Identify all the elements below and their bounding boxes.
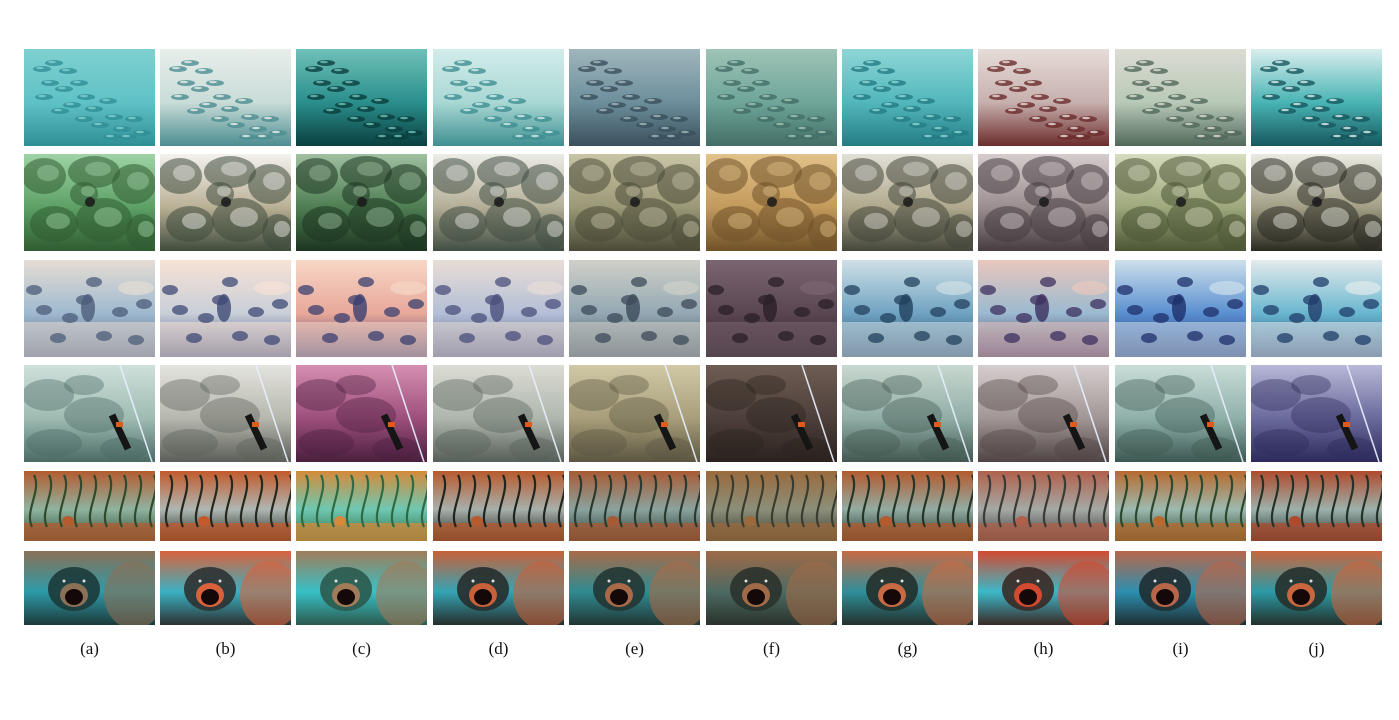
image-diver-col-5 — [569, 260, 700, 357]
column-label: (e) — [625, 639, 644, 658]
image-kelp-col-5 — [569, 471, 700, 541]
image-kelp-col-6 — [706, 471, 837, 541]
image-grouper-col-1 — [24, 551, 155, 625]
image-kelp-col-3 — [296, 471, 427, 541]
column-label: (b) — [215, 639, 236, 658]
image-diver-col-2 — [160, 260, 291, 357]
image-grouper-col-6 — [706, 551, 837, 625]
column-label: (g) — [897, 639, 918, 658]
image-spearfish-col-10 — [1251, 365, 1382, 462]
image-fish-school-col-9 — [1115, 49, 1246, 146]
column-label: (a) — [80, 639, 99, 658]
image-diver-col-9 — [1115, 260, 1246, 357]
image-kelp-col-10 — [1251, 471, 1382, 541]
image-fish-school-col-5 — [569, 49, 700, 146]
image-spearfish-col-4 — [433, 365, 564, 462]
image-diver-col-1 — [24, 260, 155, 357]
image-fish-school-col-6 — [706, 49, 837, 146]
image-spearfish-col-5 — [569, 365, 700, 462]
image-fish-school-col-3 — [296, 49, 427, 146]
image-diver-col-6 — [706, 260, 837, 357]
image-grouper-col-9 — [1115, 551, 1246, 625]
image-reef-col-6 — [706, 154, 837, 251]
column-label: (i) — [1172, 639, 1189, 658]
image-spearfish-col-2 — [160, 365, 291, 462]
image-spearfish-col-9 — [1115, 365, 1246, 462]
image-diver-col-3 — [296, 260, 427, 357]
column-label: (d) — [488, 639, 509, 658]
image-fish-school-col-10 — [1251, 49, 1382, 146]
image-spearfish-col-1 — [24, 365, 155, 462]
image-kelp-col-9 — [1115, 471, 1246, 541]
image-kelp-col-8 — [978, 471, 1109, 541]
column-label: (h) — [1033, 639, 1054, 658]
image-grouper-col-4 — [433, 551, 564, 625]
image-diver-col-4 — [433, 260, 564, 357]
image-spearfish-col-3 — [296, 365, 427, 462]
image-fish-school-col-7 — [842, 49, 973, 146]
image-reef-col-10 — [1251, 154, 1382, 251]
image-reef-col-5 — [569, 154, 700, 251]
column-label: (j) — [1308, 639, 1325, 658]
image-grouper-col-2 — [160, 551, 291, 625]
image-reef-col-2 — [160, 154, 291, 251]
image-fish-school-col-8 — [978, 49, 1109, 146]
image-spearfish-col-7 — [842, 365, 973, 462]
image-fish-school-col-1 — [24, 49, 155, 146]
image-reef-col-3 — [296, 154, 427, 251]
image-reef-col-1 — [24, 154, 155, 251]
image-reef-col-7 — [842, 154, 973, 251]
image-grouper-col-5 — [569, 551, 700, 625]
image-reef-col-9 — [1115, 154, 1246, 251]
image-kelp-col-2 — [160, 471, 291, 541]
column-label: (f) — [763, 639, 780, 658]
image-reef-col-8 — [978, 154, 1109, 251]
image-kelp-col-7 — [842, 471, 973, 541]
image-fish-school-col-2 — [160, 49, 291, 146]
image-diver-col-7 — [842, 260, 973, 357]
image-diver-col-10 — [1251, 260, 1382, 357]
image-spearfish-col-8 — [978, 365, 1109, 462]
image-grouper-col-10 — [1251, 551, 1382, 625]
image-grouper-col-3 — [296, 551, 427, 625]
image-kelp-col-4 — [433, 471, 564, 541]
image-spearfish-col-6 — [706, 365, 837, 462]
image-fish-school-col-4 — [433, 49, 564, 146]
column-label: (c) — [352, 639, 371, 658]
image-reef-col-4 — [433, 154, 564, 251]
image-kelp-col-1 — [24, 471, 155, 541]
image-grouper-col-7 — [842, 551, 973, 625]
image-grouper-col-8 — [978, 551, 1109, 625]
image-diver-col-8 — [978, 260, 1109, 357]
